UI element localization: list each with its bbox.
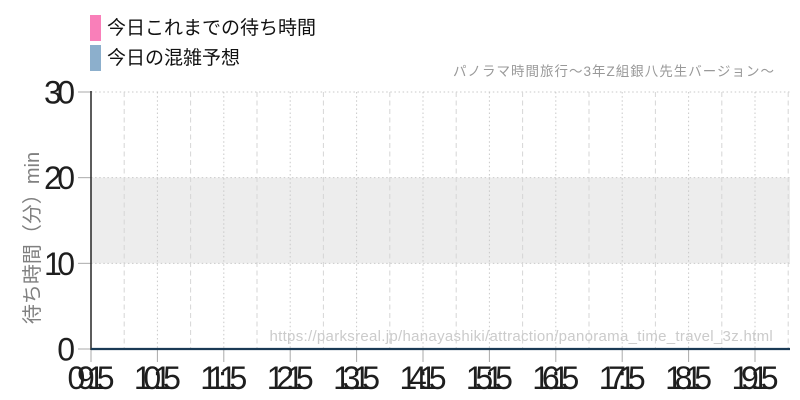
legend-label-today-actual: 今日これまでの待ち時間 [107, 17, 317, 39]
watermark-url: https://parksreal.jp/hanayashiki/attract… [269, 328, 773, 345]
x-tick-label: 14:15 [400, 360, 447, 396]
x-tick-label: 10:15 [134, 360, 181, 396]
y-tick-label: 20 [44, 160, 75, 196]
x-tick-label: 11:15 [200, 360, 247, 396]
legend-label-today-forecast: 今日の混雑予想 [107, 47, 241, 69]
y-tick-label: 10 [44, 246, 75, 282]
x-tick-label: 16:15 [532, 360, 579, 396]
y-tick-label: 0 [57, 332, 75, 368]
x-tick-label: 19:15 [732, 360, 779, 396]
legend-item-today-actual: 今日これまでの待ち時間 [90, 13, 316, 43]
y-axis-title: 待ち時間（分）min [22, 151, 44, 325]
x-tick-label: 09:15 [68, 360, 115, 396]
legend-item-today-forecast: 今日の混雑予想 [90, 43, 316, 73]
chart-title: パノラマ時間旅行～3年Z組銀八先生バージョン～ [453, 64, 775, 79]
congestion-band [91, 177, 790, 264]
y-tick-label: 30 [44, 75, 75, 111]
legend-swatch-blue-icon [90, 45, 101, 71]
x-tick-label: 12:15 [267, 360, 314, 396]
x-tick-label: 15:15 [466, 360, 513, 396]
legend-swatch-pink-icon [90, 15, 101, 41]
legend: 今日これまでの待ち時間 今日の混雑予想 [90, 13, 316, 73]
x-tick-label: 13:15 [333, 360, 380, 396]
x-tick-label: 18:15 [665, 360, 712, 396]
x-tick-label: 17:15 [599, 360, 646, 396]
